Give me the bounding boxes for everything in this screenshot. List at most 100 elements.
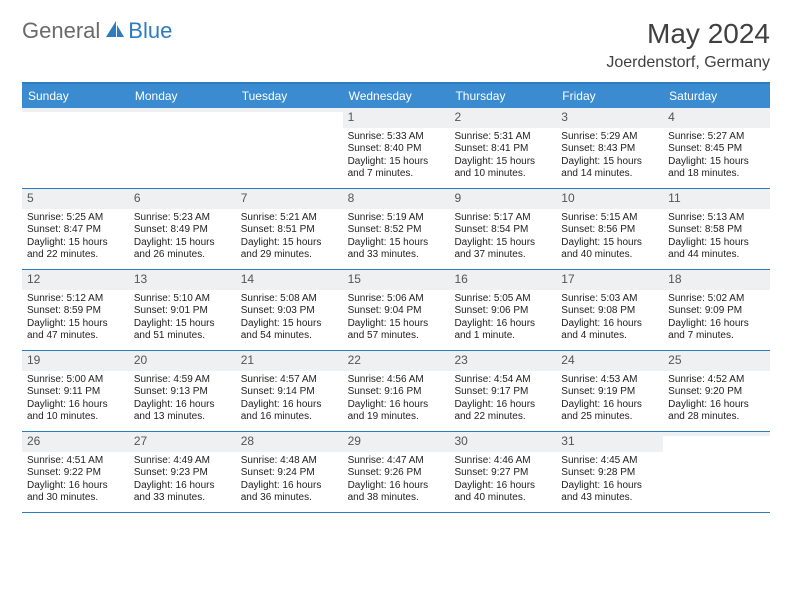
sunset-text: Sunset: 8:40 PM — [348, 143, 445, 156]
sunrise-text: Sunrise: 5:15 AM — [561, 212, 658, 225]
sunset-text: Sunset: 9:01 PM — [134, 305, 231, 318]
day-cell: 18Sunrise: 5:02 AMSunset: 9:09 PMDayligh… — [663, 270, 770, 350]
sunset-text: Sunset: 8:52 PM — [348, 224, 445, 237]
sunrise-text: Sunrise: 5:08 AM — [241, 293, 338, 306]
day-number-row: 21 — [236, 351, 343, 371]
sunrise-text: Sunrise: 4:47 AM — [348, 455, 445, 468]
calendar-page: General Blue May 2024 Joerdenstorf, Germ… — [0, 0, 792, 531]
day-cell: 1 Sunrise: 5:33 AMSunset: 8:40 PMDaylight… — [343, 108, 450, 188]
sunset-text: Sunset: 8:58 PM — [668, 224, 765, 237]
sunset-text: Sunset: 8:51 PM — [241, 224, 338, 237]
logo-text-general: General — [22, 18, 100, 44]
day-number: 26 — [27, 434, 40, 448]
day-cell: 8 Sunrise: 5:19 AMSunset: 8:52 PMDaylight… — [343, 189, 450, 269]
sunrise-text: Sunrise: 5:19 AM — [348, 212, 445, 225]
weekday-header: Wednesday — [343, 84, 450, 108]
day-number: 5 — [27, 191, 34, 205]
title-block: May 2024 Joerdenstorf, Germany — [606, 18, 770, 72]
sunset-text: Sunset: 9:26 PM — [348, 467, 445, 480]
weekday-header: Tuesday — [236, 84, 343, 108]
day-number-row: 9 — [449, 189, 556, 209]
month-title: May 2024 — [606, 18, 770, 50]
day-cell: 15Sunrise: 5:06 AMSunset: 9:04 PMDayligh… — [343, 270, 450, 350]
day-number: 21 — [241, 353, 254, 367]
day-cell: 22Sunrise: 4:56 AMSunset: 9:16 PMDayligh… — [343, 351, 450, 431]
day-number-row: 30 — [449, 432, 556, 452]
daylight-text: Daylight: 15 hours and 14 minutes. — [561, 156, 658, 181]
day-cell: 13Sunrise: 5:10 AMSunset: 9:01 PMDayligh… — [129, 270, 236, 350]
sunrise-text: Sunrise: 5:25 AM — [27, 212, 124, 225]
logo: General Blue — [22, 18, 172, 44]
daylight-text: Daylight: 16 hours and 7 minutes. — [668, 318, 765, 343]
week-row: 12Sunrise: 5:12 AMSunset: 8:59 PMDayligh… — [22, 270, 770, 351]
day-number: 2 — [454, 110, 461, 124]
sunrise-text: Sunrise: 5:06 AM — [348, 293, 445, 306]
sunset-text: Sunset: 8:56 PM — [561, 224, 658, 237]
sunset-text: Sunset: 9:03 PM — [241, 305, 338, 318]
day-cell: 28Sunrise: 4:48 AMSunset: 9:24 PMDayligh… — [236, 432, 343, 512]
day-number: 25 — [668, 353, 681, 367]
day-number: 15 — [348, 272, 361, 286]
day-cell: 14 Sunrise: 5:08 AMSunset: 9:03 PMDayligh… — [236, 270, 343, 350]
sunset-text: Sunset: 9:27 PM — [454, 467, 551, 480]
day-number-row: 6 — [129, 189, 236, 209]
day-number-row: 19 — [22, 351, 129, 371]
sunset-text: Sunset: 9:19 PM — [561, 386, 658, 399]
day-cell: 26Sunrise: 4:51 AMSunset: 9:22 PMDayligh… — [22, 432, 129, 512]
day-number: 14 — [241, 272, 254, 286]
sunset-text: Sunset: 9:06 PM — [454, 305, 551, 318]
day-cell: 9Sunrise: 5:17 AMSunset: 8:54 PMDaylight… — [449, 189, 556, 269]
day-number-row — [236, 108, 343, 112]
day-number: 7 — [241, 191, 248, 205]
sunrise-text: Sunrise: 4:48 AM — [241, 455, 338, 468]
daylight-text: Daylight: 15 hours and 26 minutes. — [134, 237, 231, 262]
daylight-text: Daylight: 15 hours and 33 minutes. — [348, 237, 445, 262]
day-cell: 24Sunrise: 4:53 AMSunset: 9:19 PMDayligh… — [556, 351, 663, 431]
day-number: 4 — [668, 110, 675, 124]
sunrise-text: Sunrise: 4:53 AM — [561, 374, 658, 387]
sunrise-text: Sunrise: 4:57 AM — [241, 374, 338, 387]
daylight-text: Daylight: 15 hours and 44 minutes. — [668, 237, 765, 262]
sunrise-text: Sunrise: 5:17 AM — [454, 212, 551, 225]
daylight-text: Daylight: 15 hours and 54 minutes. — [241, 318, 338, 343]
sunset-text: Sunset: 9:04 PM — [348, 305, 445, 318]
daylight-text: Daylight: 15 hours and 7 minutes. — [348, 156, 445, 181]
sunset-text: Sunset: 9:09 PM — [668, 305, 765, 318]
sunset-text: Sunset: 9:17 PM — [454, 386, 551, 399]
day-cell: 17Sunrise: 5:03 AMSunset: 9:08 PMDayligh… — [556, 270, 663, 350]
day-number-row: 18 — [663, 270, 770, 290]
day-cell: 2Sunrise: 5:31 AMSunset: 8:41 PMDaylight… — [449, 108, 556, 188]
sunset-text: Sunset: 8:45 PM — [668, 143, 765, 156]
sunrise-text: Sunrise: 4:49 AM — [134, 455, 231, 468]
day-number-row: 3 — [556, 108, 663, 128]
week-row: 26Sunrise: 4:51 AMSunset: 9:22 PMDayligh… — [22, 432, 770, 513]
day-cell: 23Sunrise: 4:54 AMSunset: 9:17 PMDayligh… — [449, 351, 556, 431]
sunset-text: Sunset: 8:47 PM — [27, 224, 124, 237]
day-cell — [129, 108, 236, 188]
calendar: Sunday Monday Tuesday Wednesday Thursday… — [22, 82, 770, 513]
day-cell: 6Sunrise: 5:23 AMSunset: 8:49 PMDaylight… — [129, 189, 236, 269]
day-number-row: 28 — [236, 432, 343, 452]
weekday-header: Friday — [556, 84, 663, 108]
sunrise-text: Sunrise: 5:12 AM — [27, 293, 124, 306]
day-number-row — [129, 108, 236, 112]
day-number: 8 — [348, 191, 355, 205]
day-number-row: 8 — [343, 189, 450, 209]
day-number-row: 7 — [236, 189, 343, 209]
day-cell: 12Sunrise: 5:12 AMSunset: 8:59 PMDayligh… — [22, 270, 129, 350]
day-number-row: 1 — [343, 108, 450, 128]
sunset-text: Sunset: 9:23 PM — [134, 467, 231, 480]
day-cell: 4Sunrise: 5:27 AMSunset: 8:45 PMDaylight… — [663, 108, 770, 188]
sunrise-text: Sunrise: 4:59 AM — [134, 374, 231, 387]
sunset-text: Sunset: 9:08 PM — [561, 305, 658, 318]
weeks-container: 1Sunrise: 5:33 AMSunset: 8:40 PMDaylight… — [22, 108, 770, 513]
day-number-row: 27 — [129, 432, 236, 452]
sunrise-text: Sunrise: 5:31 AM — [454, 131, 551, 144]
daylight-text: Daylight: 15 hours and 37 minutes. — [454, 237, 551, 262]
sunrise-text: Sunrise: 5:33 AM — [348, 131, 445, 144]
day-cell: 29Sunrise: 4:47 AMSunset: 9:26 PMDayligh… — [343, 432, 450, 512]
day-number: 10 — [561, 191, 574, 205]
day-number: 28 — [241, 434, 254, 448]
sunset-text: Sunset: 9:14 PM — [241, 386, 338, 399]
daylight-text: Daylight: 15 hours and 29 minutes. — [241, 237, 338, 262]
